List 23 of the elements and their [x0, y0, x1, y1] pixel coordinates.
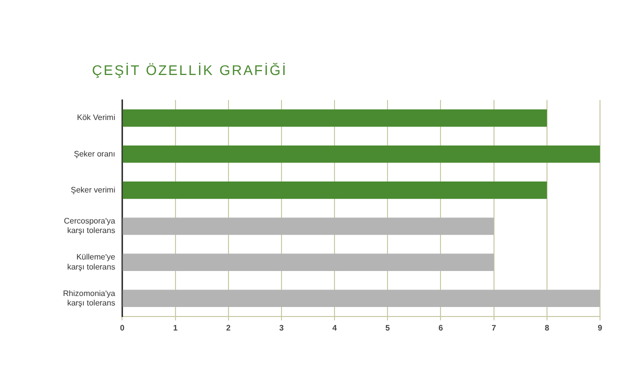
x-tick-label: 0 [120, 323, 125, 332]
bar [122, 182, 547, 199]
bar [122, 145, 600, 163]
x-tick-label: 4 [332, 323, 338, 332]
x-tick-label: 8 [544, 323, 550, 332]
x-tick-label: 6 [438, 323, 444, 332]
bar [122, 254, 494, 271]
y-tick-label: Külleme'ye karşı tolerans [67, 252, 116, 272]
bar [122, 218, 494, 235]
chart-title: ÇEŞİT ÖZELLİK GRAFİĞİ [92, 62, 288, 78]
x-tick-label: 9 [598, 323, 603, 332]
x-tick-label: 5 [385, 323, 390, 332]
x-tick-label: 7 [492, 323, 497, 332]
bar [122, 109, 547, 127]
y-tick-label: Şeker verimi [70, 185, 116, 194]
bar [122, 290, 600, 308]
x-tick-label: 1 [173, 323, 178, 332]
x-tick-label: 2 [226, 323, 232, 332]
y-tick-label: Cercospora'ya karşı tolerans [64, 216, 116, 236]
y-tick-label: Şeker oranı [74, 149, 116, 158]
x-tick-label: 3 [279, 323, 284, 332]
y-tick-label: Kök Verimi [76, 113, 116, 122]
y-tick-label: Rhizomonia'ya karşı tolerans [63, 288, 116, 308]
